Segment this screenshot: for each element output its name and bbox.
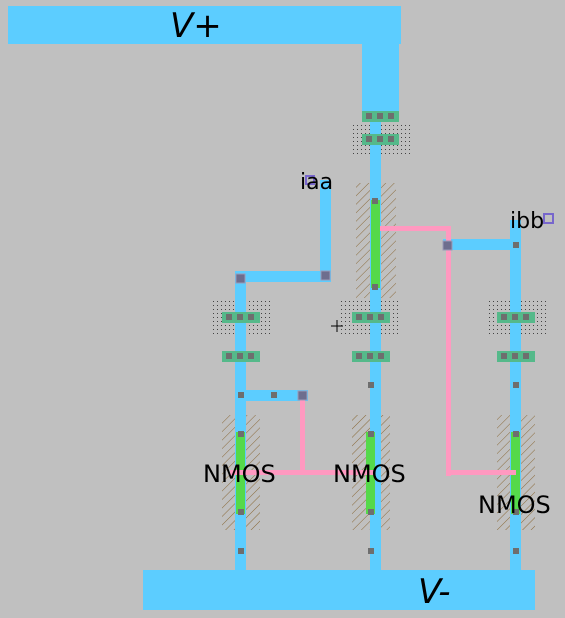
poly-lines[interactable] xyxy=(230,226,516,476)
nmos-right-label: NMOS xyxy=(478,491,551,519)
iaa-pin-icon[interactable] xyxy=(305,175,315,185)
ibb-pin-icon[interactable] xyxy=(543,213,554,224)
vplus-rail[interactable] xyxy=(8,6,401,44)
vplus-label: V+ xyxy=(170,6,222,46)
vias xyxy=(235,240,453,401)
vminus-label: V- xyxy=(418,572,451,612)
vminus-rail[interactable] xyxy=(143,570,535,610)
contacts xyxy=(226,113,529,554)
nmos-mid-label: NMOS xyxy=(333,460,406,488)
nmos-left-label: NMOS xyxy=(203,460,276,488)
supply-stub[interactable] xyxy=(362,40,399,115)
crosshair-icon xyxy=(331,320,343,332)
iaa-label: iaa xyxy=(300,170,333,195)
ibb-label: ibb xyxy=(510,209,544,234)
